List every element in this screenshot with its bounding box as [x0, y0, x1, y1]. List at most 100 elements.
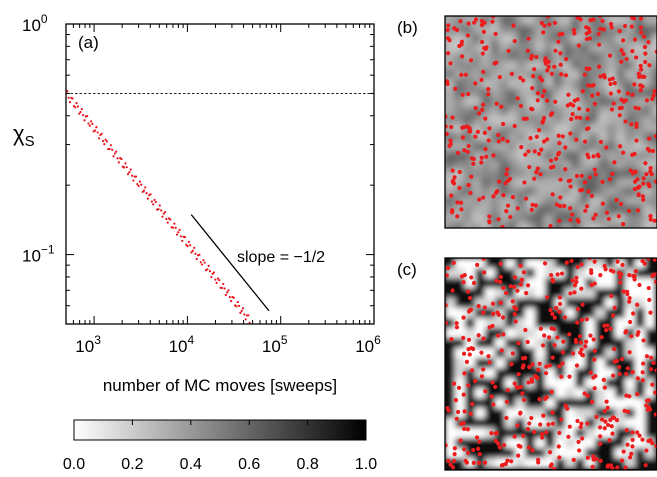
particle — [458, 200, 464, 205]
particle — [636, 106, 641, 111]
particle — [629, 24, 634, 29]
plot-area — [66, 90, 374, 324]
red-point — [142, 189, 146, 192]
particle — [451, 381, 457, 386]
particle — [582, 139, 588, 144]
particle — [512, 123, 517, 129]
particle — [469, 275, 474, 280]
particle — [578, 17, 583, 22]
particle — [547, 22, 552, 27]
particle — [627, 273, 632, 278]
particle — [504, 290, 509, 296]
particle — [585, 455, 590, 460]
particle — [590, 93, 595, 98]
particle — [627, 319, 633, 325]
red-point — [137, 184, 140, 188]
particle — [602, 385, 607, 390]
particle — [637, 282, 642, 288]
particle — [496, 312, 501, 317]
particle — [608, 91, 613, 96]
particle — [458, 19, 463, 24]
particle — [535, 166, 540, 171]
particle — [580, 187, 585, 193]
particle — [471, 460, 476, 466]
particle — [459, 72, 464, 77]
particle — [445, 124, 448, 129]
particle — [476, 460, 482, 466]
particle — [522, 397, 527, 402]
particle — [515, 206, 520, 211]
red-point — [105, 140, 109, 143]
particle — [552, 64, 557, 69]
red-point — [237, 304, 241, 307]
particle — [605, 323, 610, 328]
particle — [646, 285, 651, 291]
red-point — [149, 193, 152, 196]
particle — [543, 396, 548, 401]
red-point — [207, 264, 210, 267]
particle — [551, 164, 556, 169]
red-point — [116, 157, 119, 160]
particle — [535, 98, 540, 103]
particle — [547, 450, 553, 455]
particle — [584, 36, 589, 42]
particle — [623, 98, 628, 103]
particle — [648, 438, 653, 443]
particle — [533, 374, 538, 379]
particle — [469, 368, 475, 373]
particle — [630, 16, 635, 20]
particle — [644, 448, 649, 453]
particle — [540, 120, 545, 125]
particle — [548, 223, 553, 228]
particle — [509, 71, 514, 76]
particle — [491, 153, 496, 158]
particle — [621, 289, 626, 294]
particle — [619, 97, 624, 102]
particle — [603, 419, 608, 424]
red-point — [66, 90, 69, 93]
particle — [634, 138, 639, 143]
particle — [487, 214, 492, 219]
colorbar-tick-label: 0.8 — [296, 456, 318, 473]
particle — [650, 96, 655, 102]
particle — [496, 179, 502, 184]
particle — [632, 37, 638, 42]
red-point — [210, 275, 213, 279]
particle — [512, 38, 517, 44]
particle — [445, 443, 448, 448]
particle — [570, 351, 576, 356]
particle — [609, 293, 614, 299]
particle — [446, 458, 451, 464]
particle — [632, 179, 638, 184]
particle — [529, 379, 535, 384]
particle — [595, 91, 601, 97]
particle — [574, 363, 580, 368]
particle — [457, 43, 462, 49]
particle — [466, 337, 472, 342]
particle — [617, 106, 622, 111]
red-point — [194, 252, 197, 255]
particle — [476, 304, 481, 309]
red-point — [206, 268, 209, 271]
particle — [454, 416, 459, 421]
particle — [611, 101, 616, 106]
particle — [482, 270, 487, 275]
colorbar-tick-label: 0.2 — [121, 456, 143, 473]
particle — [462, 447, 467, 452]
red-point — [91, 122, 94, 126]
particle — [594, 414, 599, 419]
red-point — [239, 311, 242, 314]
particle — [466, 143, 471, 149]
particle — [625, 91, 630, 96]
particle — [508, 284, 513, 289]
particle — [604, 210, 610, 215]
field-b — [445, 16, 657, 228]
particle — [617, 371, 622, 377]
particle — [587, 29, 592, 34]
particle — [562, 315, 568, 320]
particle — [466, 183, 471, 188]
particle — [544, 295, 550, 300]
particle — [586, 126, 591, 131]
particle — [606, 463, 611, 468]
particle — [615, 465, 620, 470]
